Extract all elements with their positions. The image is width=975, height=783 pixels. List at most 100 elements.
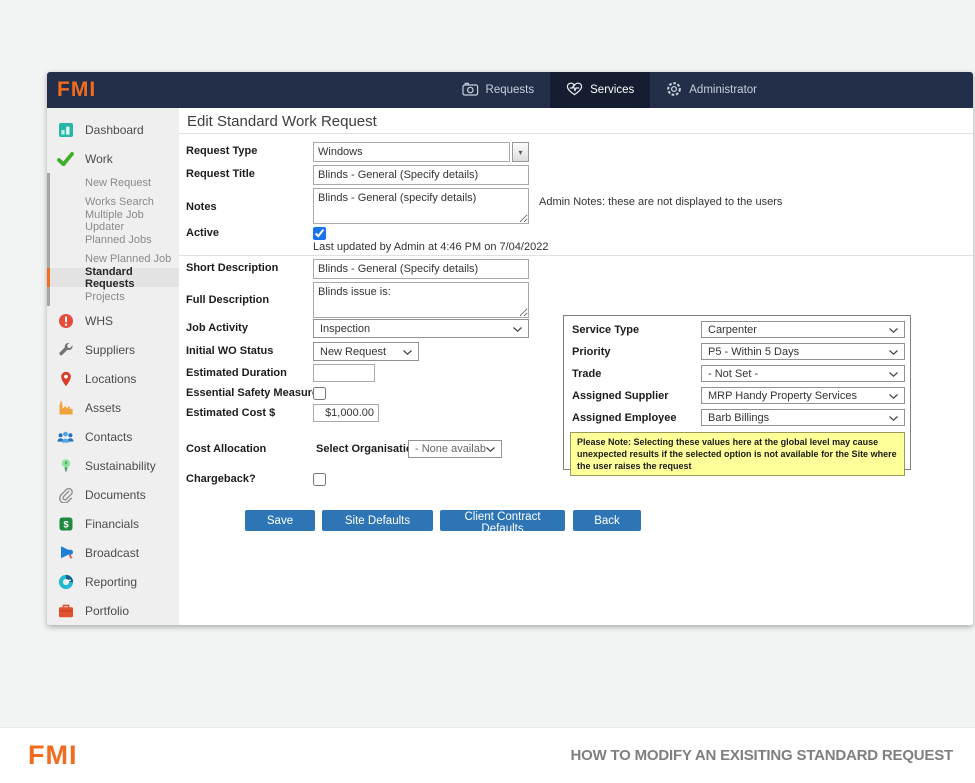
back-button[interactable]: Back [573,510,641,531]
sidebar-item-assets[interactable]: Assets [47,393,179,422]
initial-wo-status-label: Initial WO Status [186,345,274,357]
full-description-label: Full Description [186,294,270,306]
sidebar-item-sustainability[interactable]: Sustainability [47,451,179,480]
sidebar-item-portfolio[interactable]: Portfolio [47,596,179,625]
fmi-footer-logo: FMI [28,740,78,770]
sidebar-item-contacts[interactable]: Contacts [47,422,179,451]
sidebar-item-label: Reporting [85,574,138,589]
sidebar-item-locations[interactable]: Locations [47,364,179,393]
sub-item-label: Multiple Job Updater [85,208,144,233]
chevron-down-icon [889,390,898,402]
save-button[interactable]: Save [245,510,315,531]
sidebar-item-documents[interactable]: Documents [47,480,179,509]
initial-wo-status-select[interactable]: New Request [313,342,419,361]
nav-tab-label: Requests [485,84,535,96]
sidebar-item-projects[interactable]: Projects [47,287,179,306]
chevron-down-icon [889,324,898,336]
sidebar-item-work[interactable]: Work [47,144,179,173]
organisation-select[interactable]: - None available - [408,440,502,458]
work-submenu: New Request Works Search Multiple Job Up… [47,173,179,306]
last-updated-text: Last updated by Admin at 4:46 PM on 7/04… [313,241,549,253]
client-contract-defaults-button[interactable]: Client Contract Defaults [440,510,565,535]
request-title-input[interactable] [313,165,529,185]
sidebar-item-label: Financials [85,516,140,531]
full-description-textarea[interactable]: Blinds issue is: [313,282,529,318]
app-window: FMI Requests [47,72,973,625]
sub-item-label: Standard Requests [85,265,135,290]
nav-tab-requests[interactable]: Requests [446,72,551,108]
nav-tabs: Requests Services [446,72,773,108]
sub-item-label: Projects [85,290,125,303]
service-type-label: Service Type [572,324,640,336]
priority-select[interactable]: P5 - Within 5 Days [701,343,905,360]
select-value: Carpenter [708,323,757,336]
essential-safety-measure-checkbox[interactable] [313,387,326,400]
request-type-dropdown-button[interactable]: ▾ [512,142,529,162]
notes-textarea[interactable]: Blinds - General (specify details) [313,188,529,224]
estimated-duration-input[interactable] [313,364,375,382]
select-value: Barb Billings [708,411,770,424]
assigned-employee-label: Assigned Employee [572,412,677,424]
priority-label: Priority [572,346,611,358]
sidebar-item-planned-jobs[interactable]: Planned Jobs [47,230,179,249]
sub-item-label: Planned Jobs [85,233,152,246]
sidebar-item-broadcast[interactable]: Broadcast [47,538,179,567]
short-description-input[interactable] [313,259,529,279]
sidebar-item-new-planned-job[interactable]: New Planned Job [47,249,179,268]
nav-tab-label: Administrator [689,84,757,96]
chevron-down-icon [889,368,898,380]
assigned-supplier-select[interactable]: MRP Handy Property Services [701,387,905,404]
sidebar-item-label: Locations [85,371,137,386]
section-divider [179,255,973,256]
admin-notes-hint: Admin Notes: these are not displayed to … [539,196,783,208]
select-value: New Request [320,345,387,358]
estimated-cost-label: Estimated Cost $ [186,407,276,419]
sidebar-item-works-search[interactable]: Works Search [47,192,179,211]
sidebar-item-financials[interactable]: $ Financials [47,509,179,538]
donut-icon [57,574,74,590]
fmi-logo[interactable]: FMI [47,72,197,108]
nav-tab-administrator[interactable]: Administrator [650,72,773,108]
job-activity-select[interactable]: Inspection [313,319,529,338]
nav-tab-services[interactable]: Services [550,72,651,108]
select-organisation-label: Select Organisation: [316,443,423,455]
sidebar-item-reporting[interactable]: Reporting [47,567,179,596]
sidebar-item-whs[interactable]: WHS [47,306,179,335]
sidebar-item-label: Documents [85,487,146,502]
chargeback-checkbox[interactable] [313,473,326,486]
request-type-input[interactable] [313,142,510,162]
sidebar-item-multiple-job-updater[interactable]: Multiple Job Updater [47,208,179,233]
dashboard-icon [57,122,74,138]
sidebar-item-label: Work [85,151,113,166]
active-checkbox[interactable] [313,227,326,240]
select-value: - None available - [415,443,486,455]
gear-icon [666,81,682,100]
trade-select[interactable]: - Not Set - [701,365,905,382]
estimated-cost-input[interactable] [313,404,379,422]
sidebar-item-label: Sustainability [85,458,156,473]
estimated-duration-label: Estimated Duration [186,367,287,379]
site-defaults-button[interactable]: Site Defaults [322,510,433,531]
active-label: Active [186,227,220,239]
assigned-employee-select[interactable]: Barb Billings [701,409,905,426]
select-value: Inspection [320,322,371,335]
sidebar-item-standard-requests[interactable]: Standard Requests [47,265,179,290]
service-type-select[interactable]: Carpenter [701,321,905,338]
sidebar-item-new-request[interactable]: New Request [47,173,179,192]
sidebar-item-suppliers[interactable]: Suppliers [47,335,179,364]
select-value: P5 - Within 5 Days [708,345,800,358]
wrench-icon [57,342,74,358]
megaphone-icon [57,545,74,560]
sidebar-item-label: Portfolio [85,603,130,618]
sidebar-item-label: WHS [85,313,113,328]
request-title-label: Request Title [186,168,255,180]
short-description-label: Short Description [186,262,279,274]
cost-allocation-label: Cost Allocation [186,443,267,455]
sidebar-item-label: Contacts [85,429,133,444]
sidebar-item-label: Assets [85,400,122,415]
camera-icon [461,82,479,99]
sidebar-item-dashboard[interactable]: Dashboard [47,115,179,144]
fmi-logo-text: FMI [57,78,97,101]
essential-safety-measure-label: Essential Safety Measure [186,387,319,399]
